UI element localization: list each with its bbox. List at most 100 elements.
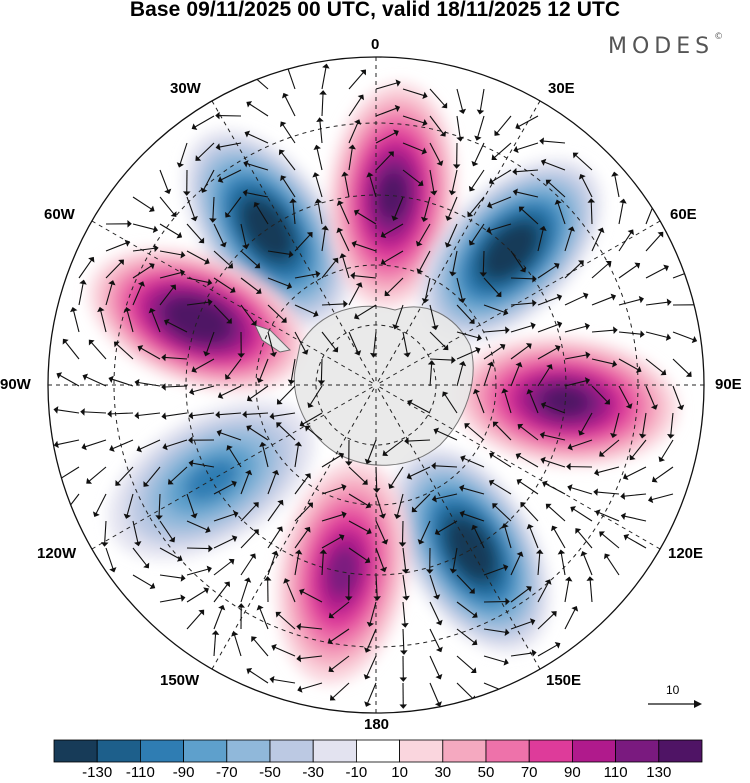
wind-vector-head xyxy=(242,189,248,197)
wind-vector-head xyxy=(393,513,402,520)
wind-vector xyxy=(159,169,169,191)
colorbar-tick-label: -10 xyxy=(345,764,368,781)
wind-vector xyxy=(557,202,566,225)
wind-vector xyxy=(240,531,257,549)
wind-vector xyxy=(504,391,512,414)
meridian xyxy=(211,388,375,670)
wind-vector xyxy=(105,547,114,570)
wind-vector-head xyxy=(512,167,517,176)
wind-vector xyxy=(213,513,236,522)
meridian xyxy=(377,388,541,670)
wind-vector xyxy=(618,331,641,335)
wind-vector-head xyxy=(275,611,282,618)
wind-vector xyxy=(510,621,532,630)
wind-vector xyxy=(164,385,188,388)
wind-vector-head xyxy=(215,111,220,120)
wind-vector-head xyxy=(516,551,524,558)
wind-vector-head xyxy=(200,187,208,193)
wind-vector-head xyxy=(479,272,488,277)
wind-vector xyxy=(375,520,386,542)
wind-vector xyxy=(321,331,336,350)
wind-vector xyxy=(583,554,593,576)
wind-vector-head xyxy=(404,437,409,445)
colorbar-swatch xyxy=(183,739,228,763)
wind-vector xyxy=(670,412,674,435)
wind-vector-head xyxy=(515,122,521,130)
wind-vector xyxy=(456,115,461,138)
wind-vector xyxy=(246,192,269,198)
wind-vector xyxy=(267,554,276,576)
wind-vector xyxy=(402,601,406,624)
wind-vector xyxy=(495,423,512,441)
wind-vector-head xyxy=(313,310,319,318)
wind-vector-head xyxy=(79,279,87,285)
wind-vector xyxy=(654,466,674,481)
reference-vector-head xyxy=(694,700,702,708)
wind-vector xyxy=(402,547,407,570)
lon-label-60e: 60E xyxy=(670,206,697,223)
wind-vector-head xyxy=(638,433,647,439)
wind-vector-head xyxy=(597,227,605,234)
wind-vector-head xyxy=(587,198,596,203)
wind-vector xyxy=(435,465,458,468)
wind-vector-head xyxy=(384,290,391,297)
wind-vector-head xyxy=(365,501,372,509)
map-boundary xyxy=(47,56,705,714)
wind-vector-head xyxy=(281,92,289,99)
wind-vector-head xyxy=(215,143,221,151)
wind-vector-head xyxy=(650,404,658,410)
wind-vector-head xyxy=(301,349,309,355)
wind-vector xyxy=(451,169,458,192)
wind-vector xyxy=(491,169,512,182)
wind-vector xyxy=(429,574,438,597)
wind-vector xyxy=(315,175,323,198)
wind-vector-head xyxy=(254,262,261,269)
wind-vector xyxy=(618,202,624,225)
wind-vector-head xyxy=(422,119,428,127)
wind-vector xyxy=(510,325,533,333)
wind-vector-head xyxy=(217,176,224,183)
wind-vector-head xyxy=(476,109,485,115)
wind-vector xyxy=(466,425,485,441)
wind-vector-head xyxy=(296,622,302,631)
wind-vector xyxy=(348,493,369,506)
wind-vector xyxy=(339,230,350,252)
wind-vector xyxy=(645,234,662,252)
wind-vector xyxy=(116,343,134,360)
wind-vector-head xyxy=(515,452,522,460)
wind-vector-head xyxy=(136,445,143,453)
wind-vector xyxy=(117,466,134,484)
wind-vector xyxy=(544,404,566,414)
wind-vector-head xyxy=(253,202,261,208)
wind-vector xyxy=(626,536,647,549)
wind-vector xyxy=(645,358,664,374)
wind-vector-head xyxy=(353,313,360,320)
wind-vector xyxy=(456,349,478,360)
wind-vector-head xyxy=(137,281,145,287)
wind-vector xyxy=(564,229,573,252)
wind-vector xyxy=(213,561,232,576)
wind-vector-head xyxy=(526,389,534,395)
wind-vector-head xyxy=(314,198,323,204)
wind-vector xyxy=(321,514,344,522)
wind-vector-head xyxy=(161,383,166,391)
wind-vector-head xyxy=(460,455,466,463)
wind-vector-head xyxy=(109,444,115,452)
wind-vector xyxy=(331,655,350,670)
anomaly-contour xyxy=(378,172,407,219)
wind-vector xyxy=(212,196,215,219)
brand-text: MODES xyxy=(608,34,715,59)
wind-vector xyxy=(321,229,326,252)
wind-vector xyxy=(247,133,269,144)
wind-vector-head xyxy=(544,579,552,585)
wind-vector-head xyxy=(585,351,591,359)
wind-vector-head xyxy=(288,250,294,259)
wind-vector-head xyxy=(578,173,586,180)
wind-vector xyxy=(537,613,555,630)
wind-vector-head xyxy=(471,160,479,167)
wind-vector-head xyxy=(161,353,166,362)
wind-vector xyxy=(284,96,296,117)
wind-vector-head xyxy=(319,549,328,554)
colorbar-tick-label: -50 xyxy=(259,764,281,781)
wind-vector-head xyxy=(203,350,211,357)
